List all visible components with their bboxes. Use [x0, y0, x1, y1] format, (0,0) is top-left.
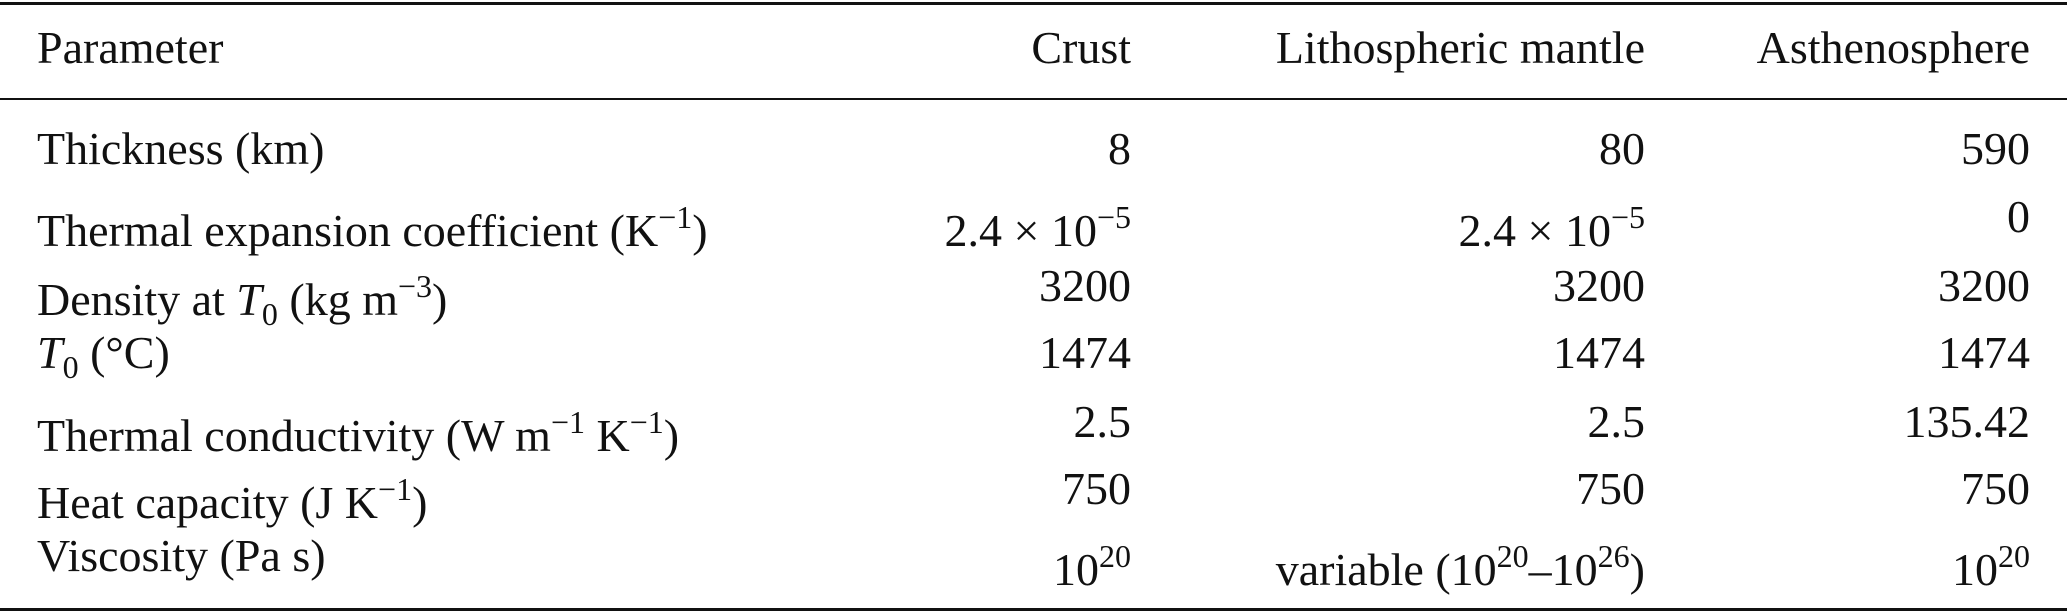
cell-text: 20	[1496, 538, 1529, 574]
cell-text: 10	[1053, 544, 1099, 595]
cell-text: 0	[62, 349, 79, 385]
value-cell: 1474	[1553, 323, 1645, 383]
value-cell: 1020	[1053, 526, 1131, 595]
cell-text: 3200	[1553, 260, 1645, 311]
value-cell: 80	[1599, 119, 1645, 179]
cell-text: )	[692, 205, 708, 256]
cell-text: T	[37, 327, 63, 378]
header-cell: Crust	[1031, 22, 1131, 73]
cell-text: 750	[1961, 463, 2030, 514]
value-cell: 135.42	[1904, 392, 2031, 452]
cell-text: Heat capacity (J K	[37, 477, 379, 528]
cell-text: T	[236, 274, 262, 325]
value-cell: 1474	[1938, 323, 2030, 383]
cell-text: –10	[1528, 544, 1598, 595]
value-cell: 3200	[1938, 256, 2030, 316]
cell-text: )	[432, 274, 448, 325]
cell-text: K	[585, 410, 630, 461]
header-cell: Asthenosphere	[1756, 22, 2030, 73]
cell-text: 2.4 × 10	[1458, 205, 1611, 256]
cell-text: 1474	[1553, 327, 1645, 378]
cell-text: Thickness (km)	[37, 123, 325, 174]
cell-text: )	[663, 410, 680, 461]
cell-text: 80	[1599, 123, 1645, 174]
cell-text: Thermal conductivity (W m	[37, 410, 551, 461]
parameter-cell: Thermal expansion coefficient (K−1)	[37, 187, 708, 256]
cell-text: (kg m	[277, 274, 398, 325]
value-cell: 750	[1576, 459, 1645, 519]
bottom-rule	[0, 608, 2067, 611]
cell-text: 3200	[1938, 260, 2030, 311]
cell-text: 20	[1099, 538, 1131, 574]
cell-text: −1	[378, 471, 413, 507]
cell-text: )	[1629, 544, 1645, 595]
value-cell: 750	[1062, 459, 1131, 519]
parameter-cell: Thickness (km)	[37, 119, 324, 179]
cell-text: variable (10	[1275, 544, 1497, 595]
cell-text: 1474	[1938, 327, 2030, 378]
header-rule	[0, 98, 2067, 100]
value-cell: 750	[1961, 459, 2030, 519]
cell-text: 590	[1961, 123, 2030, 174]
parameter-cell: T0 (°C)	[37, 323, 170, 385]
value-cell: 3200	[1039, 256, 1131, 316]
cell-text: 1474	[1039, 327, 1131, 378]
value-cell: 2.5	[1074, 392, 1132, 452]
parameter-cell: Thermal conductivity (W m−1 K−1)	[37, 392, 679, 461]
cell-text: Density at	[37, 274, 237, 325]
parameter-cell: Density at T0 (kg m−3)	[37, 256, 447, 332]
cell-text: 750	[1576, 463, 1645, 514]
value-cell: 2.5	[1588, 392, 1646, 452]
cell-text: Viscosity (Pa s)	[37, 530, 326, 581]
header-cell: Parameter	[37, 22, 224, 73]
value-cell: 8	[1108, 119, 1131, 179]
value-cell: 2.4 × 10−5	[1459, 187, 1646, 256]
value-cell: 590	[1961, 119, 2030, 179]
cell-text: 2.5	[1587, 396, 1646, 447]
header-cell: Lithospheric mantle	[1275, 22, 1645, 73]
parameter-cell: Viscosity (Pa s)	[37, 526, 326, 586]
cell-text: Thermal expansion coefficient (K	[37, 205, 659, 256]
value-cell: 0	[2007, 187, 2030, 247]
value-cell: 1020	[1952, 526, 2030, 595]
cell-text: 0	[2007, 191, 2030, 242]
value-cell: 1474	[1039, 323, 1131, 383]
cell-text: 750	[1062, 463, 1131, 514]
cell-text: −1	[629, 404, 664, 440]
parameter-cell: Heat capacity (J K−1)	[37, 459, 427, 528]
top-rule	[0, 2, 2067, 5]
value-cell: variable (1020–1026)	[1276, 526, 1645, 595]
cell-text: 8	[1108, 123, 1131, 174]
cell-text: 0	[261, 296, 278, 332]
cell-text: 135.42	[1903, 396, 2031, 447]
cell-text: 3200	[1039, 260, 1131, 311]
cell-text: −5	[1096, 199, 1131, 235]
value-cell: 3200	[1553, 256, 1645, 316]
cell-text: )	[412, 477, 428, 528]
cell-text: −3	[398, 268, 433, 304]
cell-text: (°C)	[78, 327, 170, 378]
cell-text: −1	[550, 404, 585, 440]
cell-text: 20	[1998, 538, 2030, 574]
cell-text: 2.4 × 10	[944, 205, 1097, 256]
cell-text: 10	[1952, 544, 1998, 595]
cell-text: −1	[658, 199, 693, 235]
cell-text: 26	[1597, 538, 1630, 574]
value-cell: 2.4 × 10−5	[945, 187, 1132, 256]
cell-text: 2.5	[1073, 396, 1132, 447]
cell-text: −5	[1610, 199, 1645, 235]
